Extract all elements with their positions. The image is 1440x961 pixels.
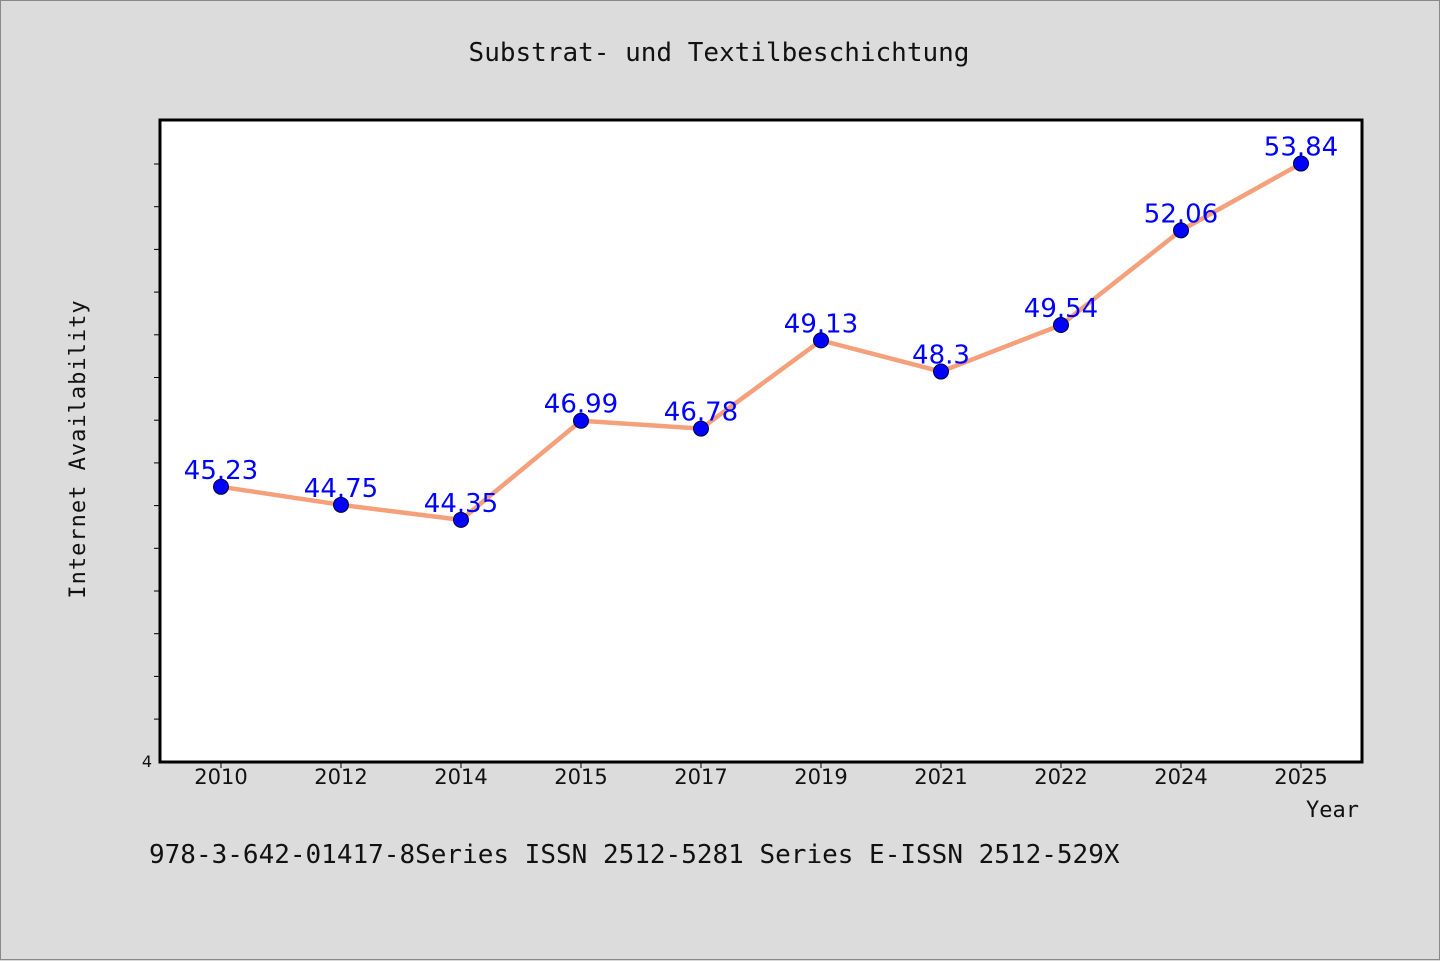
- data-label: 48.3: [912, 341, 970, 371]
- data-point-marker: [453, 511, 469, 528]
- x-tick-label: 2017: [674, 765, 727, 789]
- data-point-marker: [813, 332, 829, 349]
- data-label: 44.75: [304, 474, 378, 504]
- data-point-marker: [1053, 316, 1069, 333]
- data-label: 46.99: [544, 390, 618, 420]
- data-point-marker: [213, 478, 229, 495]
- x-tick-label: 2025: [1274, 765, 1327, 789]
- data-label: 53.84: [1264, 133, 1338, 163]
- y-tick-label: 4: [142, 752, 152, 771]
- x-axis-label: Year: [1306, 798, 1359, 823]
- x-tick-label: 2024: [1154, 765, 1207, 789]
- y-axis-ticks: [154, 163, 160, 720]
- x-tick-label: 2010: [194, 765, 247, 789]
- series-line: [218, 161, 1304, 523]
- plot-area: [158, 118, 1364, 764]
- footer-isbn-issn: 978-3-642-01417-8Series ISSN 2512-5281 S…: [149, 840, 1120, 870]
- data-label: 49.54: [1024, 294, 1098, 324]
- x-tick-label: 2015: [554, 765, 607, 789]
- chart-title: Substrat- und Textilbeschichtung: [469, 38, 970, 68]
- x-tick-label: 2014: [434, 765, 487, 789]
- data-point-marker: [693, 420, 709, 437]
- x-tick-label: 2019: [794, 765, 847, 789]
- x-axis-ticks: 2010 2012 2014 2015 2017 2019 2021 2022 2024 2025: [194, 762, 1328, 789]
- data-label: 52.06: [1144, 199, 1218, 229]
- data-point-marker: [933, 363, 949, 380]
- data-label: 46.78: [664, 398, 738, 428]
- y-axis-label: Internet Availability: [66, 299, 91, 598]
- data-label: 44.35: [424, 489, 498, 519]
- data-label: 45.23: [184, 456, 258, 486]
- data-labels: 45.23 44.75 44.35 46.99 46.78 49.13 48.3 49.54 5…: [184, 133, 1338, 519]
- data-label: 49.13: [784, 309, 858, 339]
- data-markers: [213, 155, 1309, 528]
- data-point-marker: [333, 496, 349, 513]
- data-point-marker: [1293, 155, 1309, 172]
- data-point-marker: [573, 412, 589, 429]
- x-tick-label: 2022: [1034, 765, 1087, 789]
- data-point-marker: [1173, 222, 1189, 239]
- x-tick-label: 2012: [314, 765, 367, 789]
- series-line-group: [218, 161, 1304, 523]
- x-tick-label: 2021: [914, 765, 967, 789]
